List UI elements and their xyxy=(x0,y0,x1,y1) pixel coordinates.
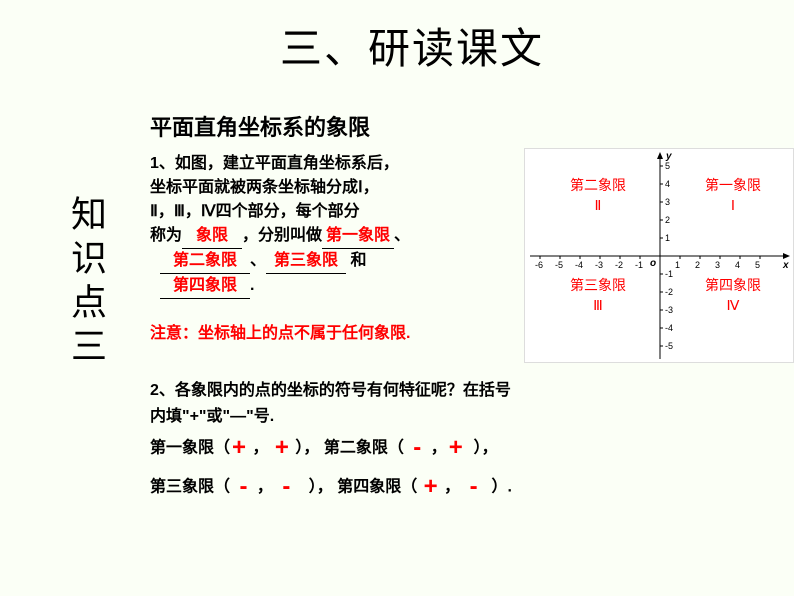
y-tick: 4 xyxy=(665,179,670,189)
text: Ⅱ，Ⅲ，Ⅳ四个部分，每个部分 xyxy=(150,203,360,220)
page-title: 三、研读课文 xyxy=(280,15,544,76)
x-tick: -3 xyxy=(595,260,603,270)
q1-y-sign: + xyxy=(273,429,291,467)
y-tick: 1 xyxy=(665,233,670,243)
text: 称为 xyxy=(150,227,182,244)
x-tick: 1 xyxy=(675,260,680,270)
fill-blank-4: 第三象限 xyxy=(266,249,346,274)
q4-label: 第四象限（ xyxy=(337,478,417,495)
y-tick: -1 xyxy=(665,269,673,279)
q3-x-sign: - xyxy=(234,468,252,506)
y-tick: 5 xyxy=(665,161,670,171)
y-tick: 2 xyxy=(665,215,670,225)
text: ，分别叫做 xyxy=(242,227,322,244)
text: ）， xyxy=(291,440,319,457)
fill-blank-1: 象限 xyxy=(182,224,242,249)
x-tick: -6 xyxy=(535,260,543,270)
q2-label: 第二象限（ xyxy=(324,440,404,457)
x-tick: 3 xyxy=(715,260,720,270)
text: 内填"+"或"—"号. xyxy=(150,408,274,425)
text: ， xyxy=(440,478,460,495)
text: 和 xyxy=(346,252,366,269)
y-tick: -5 xyxy=(665,341,673,351)
text: ， xyxy=(426,440,446,457)
q4-y-sign: - xyxy=(465,468,483,506)
q4-x-sign: + xyxy=(422,468,440,506)
q1-label: 第一象限（ xyxy=(150,440,230,457)
x-tick: -2 xyxy=(615,260,623,270)
text: 、 xyxy=(394,227,410,244)
q2-y-sign: + xyxy=(447,429,465,467)
text: ， xyxy=(248,440,268,457)
origin-label: o xyxy=(650,258,656,269)
text: 1、如图，建立平面直角坐标系后， xyxy=(150,155,399,172)
paragraph-2: 2、各象限内的点的坐标的符号有何特征呢？在括号 内填"+"或"—"号. 第一象限… xyxy=(150,378,780,506)
text: . xyxy=(250,277,254,294)
y-tick: -3 xyxy=(665,305,673,315)
coordinate-chart: 第二象限Ⅱ第一象限Ⅰ第三象限Ⅲ第四象限Ⅳyxo-6-5-4-3-2-112345… xyxy=(524,148,794,363)
q1-x-sign: + xyxy=(230,429,248,467)
quadrant-label: 第一象限Ⅰ xyxy=(705,177,761,216)
quadrant-label: 第二象限Ⅱ xyxy=(570,177,626,216)
q2-x-sign: - xyxy=(408,429,426,467)
text: ， xyxy=(257,478,273,495)
x-tick: -4 xyxy=(575,260,583,270)
y-tick: -2 xyxy=(665,287,673,297)
x-axis-label: x xyxy=(783,260,789,271)
section-subtitle: 平面直角坐标系的象限 xyxy=(150,110,780,142)
q3-y-sign: - xyxy=(277,468,295,506)
fill-blank-3: 第二象限 xyxy=(160,249,250,274)
y-tick: 3 xyxy=(665,197,670,207)
y-tick: -4 xyxy=(665,323,673,333)
x-tick: 5 xyxy=(755,260,760,270)
text: 、 xyxy=(250,252,266,269)
text: 2、各象限内的点的坐标的符号有何特征呢？在括号 xyxy=(150,382,511,399)
x-tick: -1 xyxy=(635,260,643,270)
q3-label: 第三象限（ xyxy=(150,478,230,495)
text: 坐标平面就被两条坐标轴分成Ⅰ， xyxy=(150,179,379,196)
quadrant-label: 第四象限Ⅳ xyxy=(705,277,761,316)
x-tick: 2 xyxy=(695,260,700,270)
fill-blank-2: 第一象限 xyxy=(322,224,394,249)
x-tick: -5 xyxy=(555,260,563,270)
quadrant-label: 第三象限Ⅲ xyxy=(570,277,626,316)
paragraph-1: 1、如图，建立平面直角坐标系后， 坐标平面就被两条坐标轴分成Ⅰ， Ⅱ，Ⅲ，Ⅳ四个… xyxy=(150,152,490,299)
sidebar-label: 知识点三 xyxy=(60,195,112,371)
fill-blank-5: 第四象限 xyxy=(160,274,250,299)
text: ）， xyxy=(304,478,332,495)
x-tick: 4 xyxy=(735,260,740,270)
text: ）. xyxy=(491,478,511,495)
